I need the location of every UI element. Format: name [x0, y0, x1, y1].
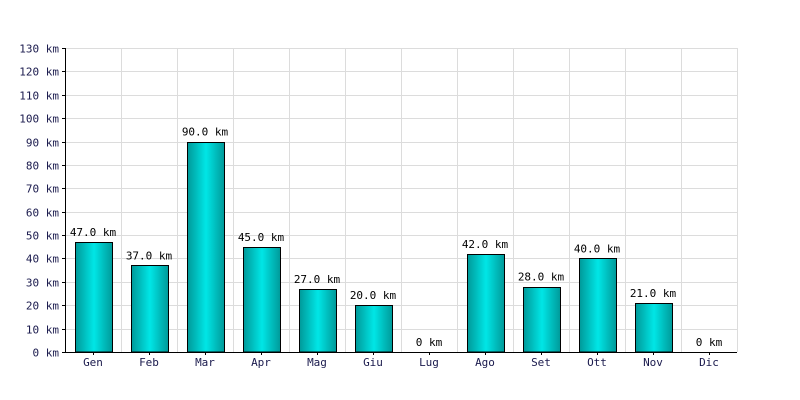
- x-tick-label-dic: Dic: [699, 356, 719, 369]
- x-tick-label-ott: Ott: [587, 356, 607, 369]
- x-tick-label-nov: Nov: [643, 356, 663, 369]
- data-label-apr: 45.0 km: [238, 231, 285, 244]
- y-tick-label: 130 km: [19, 43, 59, 56]
- y-tick-label: 30 km: [26, 277, 59, 290]
- bar-giu: [355, 305, 393, 353]
- bar-nov: [635, 303, 673, 353]
- x-tick-labels: Gen Feb Mar Apr Mag Giu Lug Ago Set Ott Nov Dic: [83, 356, 719, 369]
- data-label-ago: 42.0 km: [462, 238, 509, 251]
- data-label-mar: 90.0 km: [182, 126, 229, 139]
- x-tick-label-lug: Lug: [419, 356, 439, 369]
- bar-ago: [467, 254, 505, 353]
- x-tick-label-mag: Mag: [307, 356, 327, 369]
- y-tick-label: 10 km: [26, 324, 59, 337]
- data-label-nov: 21.0 km: [630, 287, 677, 300]
- y-tick-label: 120 km: [19, 66, 59, 79]
- x-tick-label-ago: Ago: [475, 356, 495, 369]
- bar-set: [523, 287, 561, 353]
- data-label-set: 28.0 km: [518, 271, 565, 284]
- bar-ott: [579, 258, 617, 353]
- data-label-gen: 47.0 km: [70, 226, 117, 239]
- x-tick-label-mar: Mar: [195, 356, 215, 369]
- y-tick-label: 110 km: [19, 90, 59, 103]
- y-tick-label: 60 km: [26, 207, 59, 220]
- y-tick-label: 0 km: [33, 347, 60, 360]
- bar-mar: [187, 142, 225, 353]
- bar-apr: [243, 247, 281, 353]
- y-tick-label: 20 km: [26, 300, 59, 313]
- x-tick-label-giu: Giu: [363, 356, 383, 369]
- data-label-mag: 27.0 km: [294, 273, 341, 286]
- x-tick-label-feb: Feb: [139, 356, 159, 369]
- grid: [65, 48, 738, 352]
- x-tick-label-set: Set: [531, 356, 551, 369]
- x-tick-label-apr: Apr: [251, 356, 271, 369]
- data-label-lug: 0 km: [416, 336, 443, 349]
- bar-feb: [131, 265, 169, 353]
- y-tick-label: 100 km: [19, 113, 59, 126]
- y-tick-label: 40 km: [26, 253, 59, 266]
- data-label-giu: 20.0 km: [350, 289, 397, 302]
- y-tick-label: 50 km: [26, 230, 59, 243]
- y-tick-label: 80 km: [26, 160, 59, 173]
- y-tick-label: 70 km: [26, 183, 59, 196]
- data-label-feb: 37.0 km: [126, 249, 173, 262]
- bar-mag: [299, 289, 337, 353]
- y-tick-label: 90 km: [26, 137, 59, 150]
- axes: [62, 48, 737, 355]
- data-label-ott: 40.0 km: [574, 242, 621, 255]
- y-tick-labels: 0 km 10 km 20 km 30 km 40 km 50 km 60 km 70 km 8…: [19, 43, 59, 360]
- x-tick-label-gen: Gen: [83, 356, 103, 369]
- data-label-dic: 0 km: [696, 336, 723, 349]
- bar-gen: [75, 242, 113, 353]
- data-labels: 47.0 km 37.0 km 90.0 km 45.0 km 27.0 km 20.0 …: [70, 126, 723, 349]
